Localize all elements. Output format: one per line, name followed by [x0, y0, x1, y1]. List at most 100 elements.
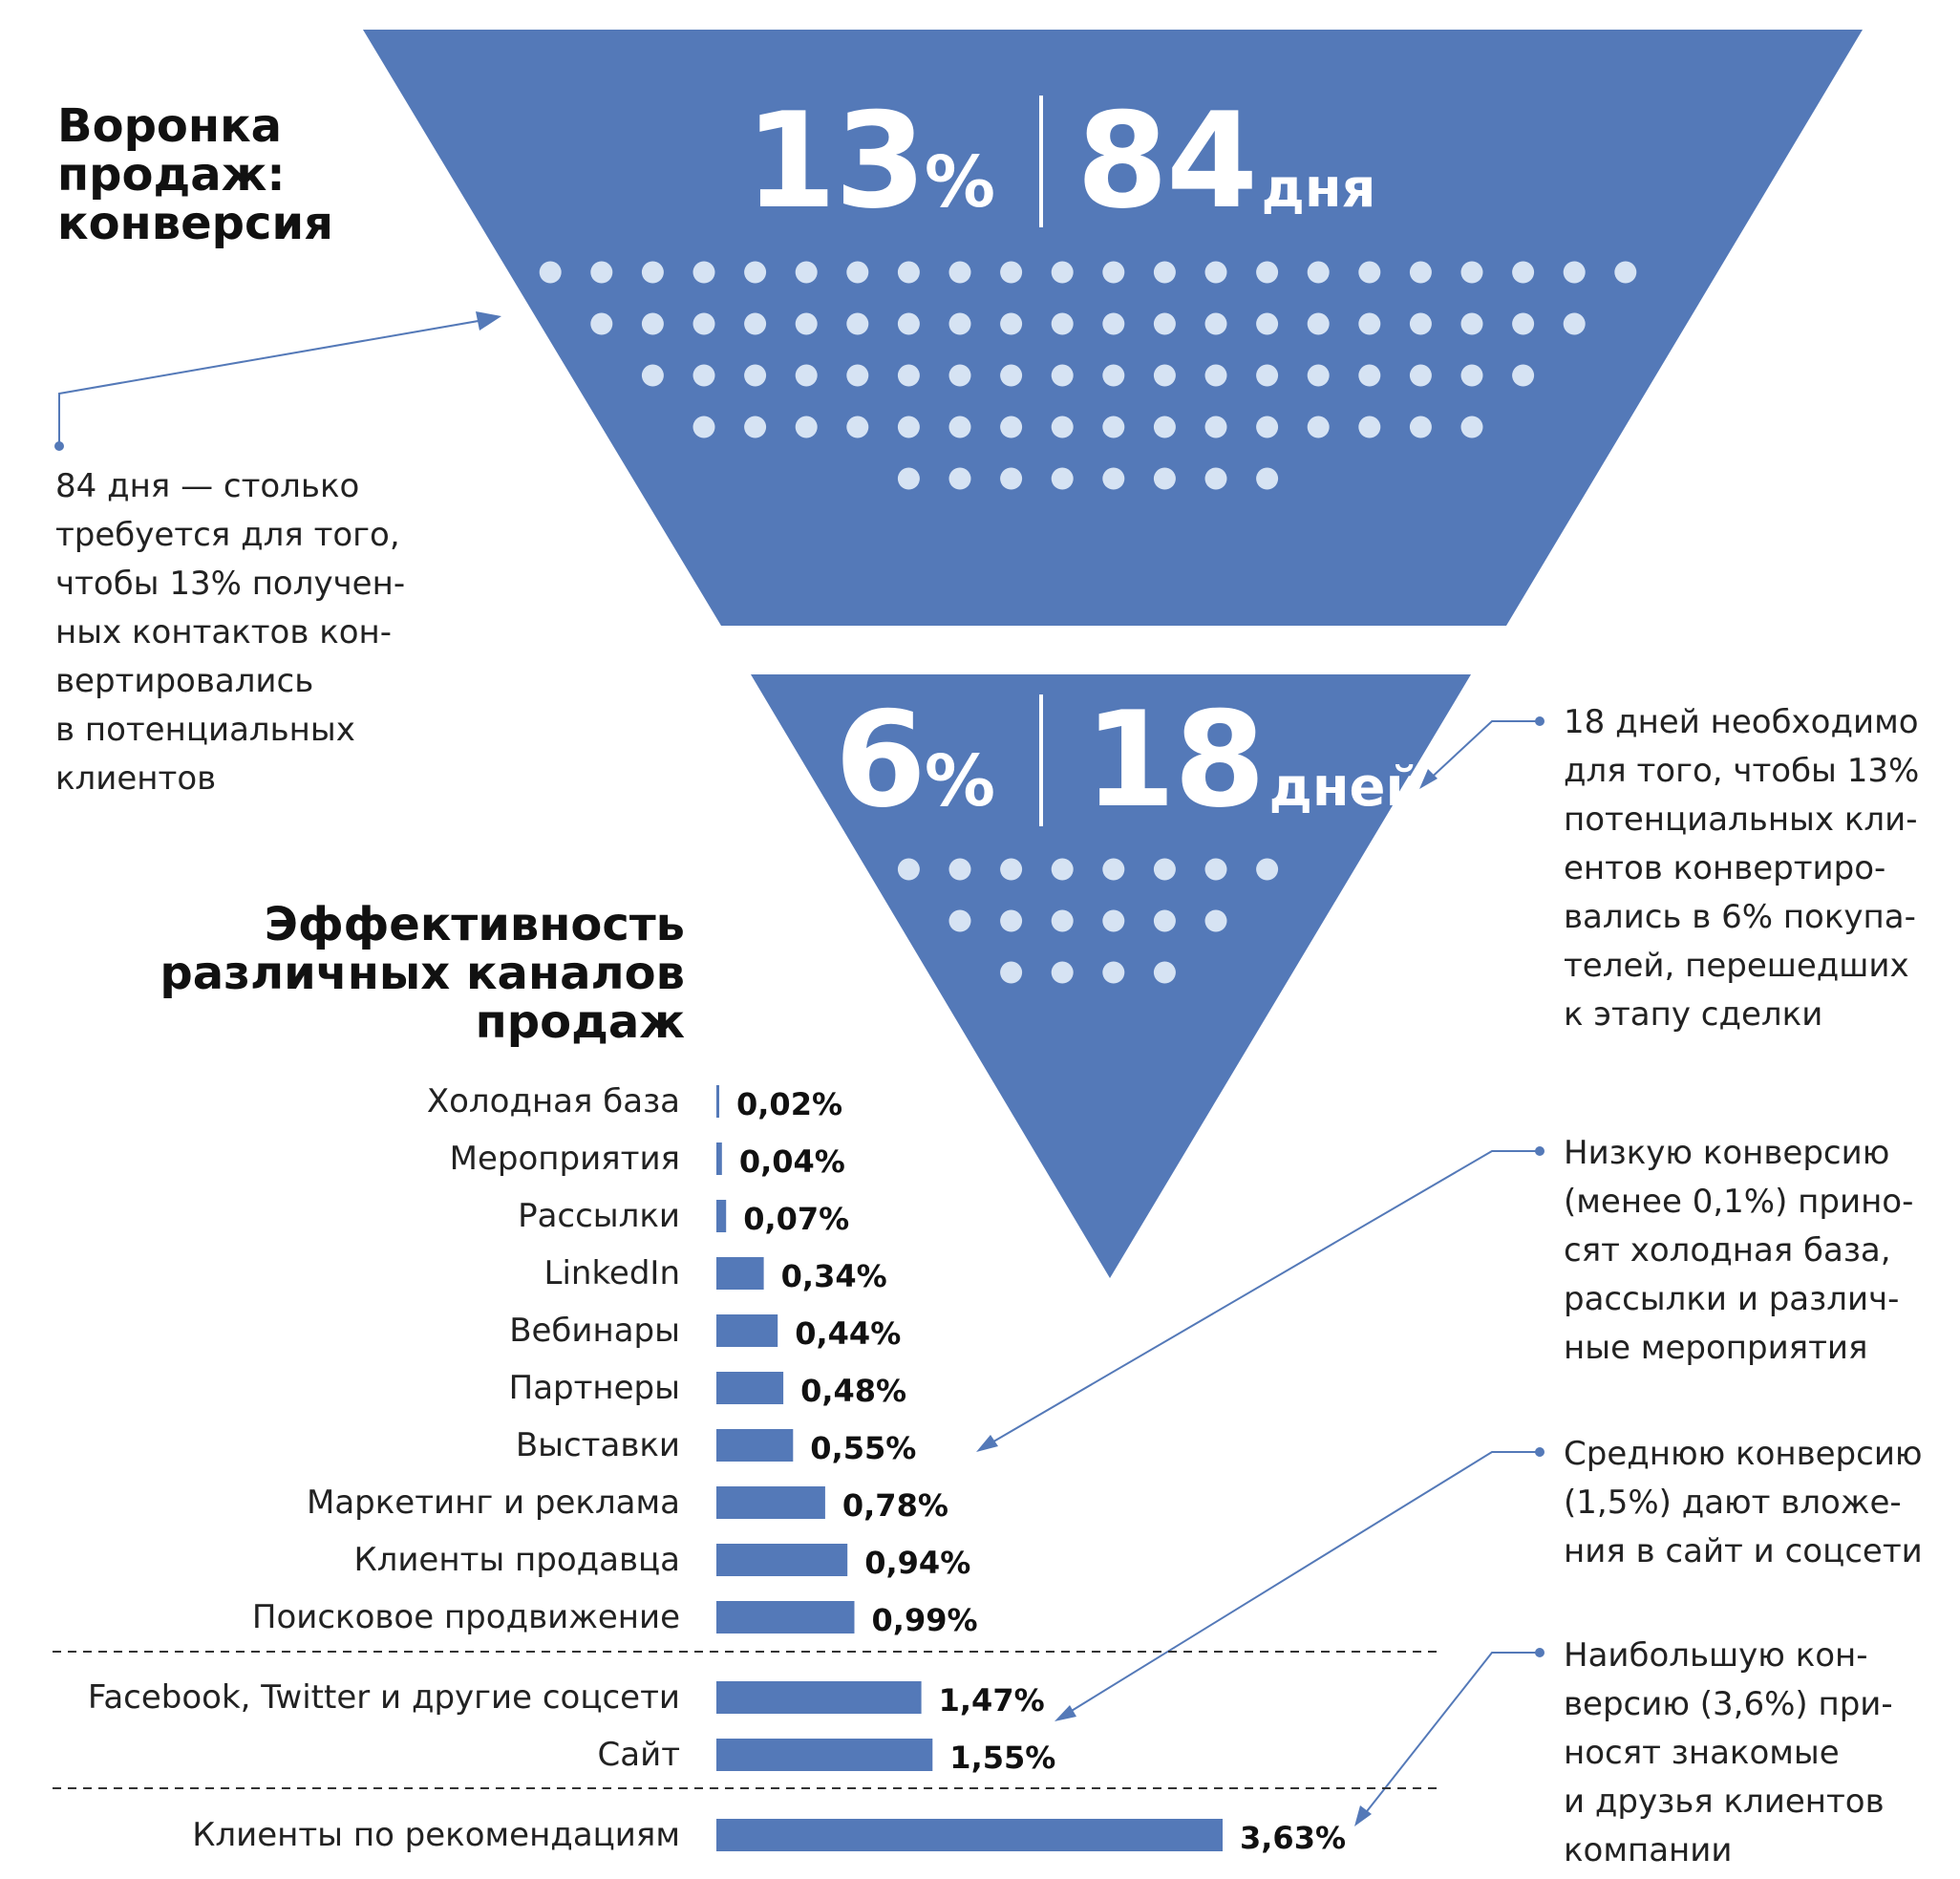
funnel-bottom-dot [1102, 909, 1125, 932]
funnel-top-dot [1358, 364, 1381, 387]
funnel-top-dot [948, 261, 971, 284]
callout-84-dot [54, 441, 64, 451]
funnel-top-dot [948, 364, 971, 387]
funnel-top-dot [897, 364, 920, 387]
funnel-top-dot [1153, 416, 1176, 438]
funnel-top-dot [1051, 364, 1074, 387]
funnel-top-dot [1307, 312, 1330, 335]
funnel-top-dot [846, 261, 869, 284]
funnel-top-dot [897, 312, 920, 335]
channels-title-line: различных каналов [160, 947, 685, 1000]
funnel-bottom-days-value: 18 [1084, 683, 1266, 837]
funnel-top-dot [1051, 416, 1074, 438]
funnel-top-dot [641, 312, 664, 335]
callout-18-arrow [1419, 769, 1438, 789]
note-line: чтобы 13% получен- [55, 565, 406, 603]
note-line: сят холодная база, [1564, 1231, 1891, 1270]
funnel-bottom-dot [1204, 858, 1227, 881]
funnel-top-dot [948, 312, 971, 335]
note-line: (1,5%) дают вложе- [1564, 1484, 1902, 1522]
bar [716, 1601, 855, 1633]
funnel-top-dot [1000, 416, 1023, 438]
funnel-top-dot [1563, 312, 1586, 335]
value-label: 3,63% [1240, 1820, 1347, 1856]
category-label: Facebook, Twitter и другие соцсети [87, 1678, 680, 1717]
funnel-bottom-dot [1204, 909, 1227, 932]
note-line: версию (3,6%) при- [1564, 1685, 1893, 1723]
note-line: вались в 6% покупа- [1564, 898, 1916, 936]
callout-84-line [58, 317, 496, 444]
funnel-top-dot [1256, 467, 1279, 490]
bar [716, 1257, 764, 1290]
callout-84-arrow [476, 311, 501, 331]
callout-low-dot [1535, 1146, 1545, 1156]
category-label: LinkedIn [543, 1254, 681, 1292]
funnel-top-dot [744, 312, 767, 335]
funnel-top-dot [1000, 467, 1023, 490]
callout-lines [54, 311, 1545, 1826]
funnel-top-dot [1256, 416, 1279, 438]
note-mid-conversion: Среднюю конверсию (1,5%) дают вложе- ния… [1564, 1430, 1923, 1576]
funnel-top-dot [1358, 416, 1381, 438]
bar [716, 1372, 784, 1404]
funnel-top-dot [795, 312, 818, 335]
note-high-conversion: Наибольшую кон- версию (3,6%) при- носят… [1564, 1632, 1893, 1875]
funnel-top-dot [1614, 261, 1637, 284]
funnel-top-dot [641, 261, 664, 284]
callout-low-line [983, 1150, 1538, 1448]
funnel-top-dot [795, 416, 818, 438]
value-label: 0,02% [736, 1086, 843, 1122]
callout-18-dot [1535, 716, 1545, 726]
category-label: Рассылки [518, 1197, 680, 1235]
note-line: (менее 0,1%) прино- [1564, 1183, 1914, 1221]
funnel-bottom-dot [948, 858, 971, 881]
funnel-top-dot [1051, 261, 1074, 284]
funnel-top-dot [1460, 364, 1483, 387]
channels-title: Эффективность различных каналов продаж [160, 901, 685, 1047]
note-line: телей, перешедших [1564, 947, 1909, 985]
funnel-top-dot [1000, 312, 1023, 335]
funnel-bottom-dot [1051, 858, 1074, 881]
funnel-bottom-dot [1000, 909, 1023, 932]
funnel-top-dot [1512, 312, 1535, 335]
channels-title-line: продаж [475, 995, 685, 1049]
funnel-bottom-dot [897, 858, 920, 881]
value-label: 0,55% [810, 1430, 917, 1466]
funnel-top-dot [1204, 416, 1227, 438]
funnel-top-dot [1358, 261, 1381, 284]
bar [716, 1314, 778, 1347]
category-label: Выставки [515, 1426, 680, 1464]
callout-18-line [1424, 720, 1538, 784]
funnel-top-dot [641, 364, 664, 387]
note-84-days: 84 дня — столько требуется для того, что… [55, 462, 405, 803]
funnel-top-dot [1153, 467, 1176, 490]
bar [716, 1681, 922, 1714]
funnel-top-dot [846, 416, 869, 438]
funnel-top-dot [1051, 312, 1074, 335]
note-line: компании [1564, 1831, 1733, 1869]
funnel-title-line: продаж: [57, 148, 286, 202]
note-line: 18 дней необходимо [1564, 703, 1919, 741]
funnel-top-dot [692, 312, 715, 335]
funnel-top-dot [795, 364, 818, 387]
funnel-bottom-dot [1153, 961, 1176, 984]
category-label: Вебинары [509, 1312, 680, 1350]
funnel-bottom-percent: 6% [835, 694, 995, 826]
bar [716, 1739, 933, 1771]
value-label: 0,44% [795, 1315, 902, 1352]
funnel-top-dot [1409, 312, 1432, 335]
funnel-top-dot [897, 467, 920, 490]
bar-series [716, 1085, 1223, 1851]
channels-title-line: Эффективность [264, 898, 685, 951]
funnel-top-dot [1000, 364, 1023, 387]
value-label: 1,47% [938, 1682, 1045, 1719]
funnel-bottom-dot [1102, 858, 1125, 881]
funnel-top-dot [1256, 364, 1279, 387]
funnel-top-dot [1102, 261, 1125, 284]
funnel-top-dot [948, 416, 971, 438]
funnel-top-dot [1409, 261, 1432, 284]
value-label: 0,94% [864, 1545, 971, 1581]
funnel-top-dot [692, 416, 715, 438]
funnel-top-dot [744, 364, 767, 387]
callout-mid-dot [1535, 1447, 1545, 1457]
